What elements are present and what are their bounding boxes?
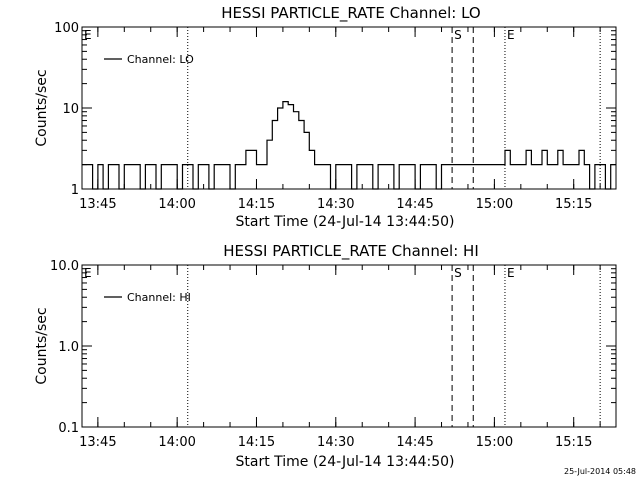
legend-label-hi: Channel: HI xyxy=(127,291,191,304)
x-tick-label-hi-1: 14:00 xyxy=(158,435,195,450)
y-tick-label-lo-2: 100 xyxy=(54,21,79,36)
event-label-hi-2: S xyxy=(454,266,462,280)
ticks-lo: 13:45 14:00 14:15 14:30 14:45 15:00 15:15 1 10 10… xyxy=(54,21,616,212)
x-axis-label-hi: Start Time (24-Jul-14 13:44:50) xyxy=(235,454,454,470)
x-tick-label-lo-4: 14:45 xyxy=(396,197,433,212)
chart-panel-hi: HESSI PARTICLE_RATE Channel: HI Counts/s… xyxy=(34,242,617,470)
event-label-lo-2: S xyxy=(454,28,462,42)
timestamp: 25-Jul-2014 05:48 xyxy=(564,467,636,476)
x-tick-label-hi-0: 13:45 xyxy=(79,435,116,450)
chart-title-lo: HESSI PARTICLE_RATE Channel: LO xyxy=(221,4,480,23)
event-label-hi-0: E xyxy=(84,266,92,280)
x-tick-label-hi-2: 14:15 xyxy=(238,435,275,450)
y-axis-label-lo: Counts/sec xyxy=(34,69,50,146)
y-tick-label-lo-1: 10 xyxy=(62,102,79,117)
chart-panel-lo: HESSI PARTICLE_RATE Channel: LO Counts/s… xyxy=(34,4,617,230)
event-label-lo-0: E xyxy=(84,28,92,42)
legend-hi: Channel: HI xyxy=(104,291,191,304)
x-tick-label-lo-3: 14:30 xyxy=(317,197,354,212)
x-tick-label-lo-6: 15:15 xyxy=(555,197,592,212)
x-tick-label-hi-4: 14:45 xyxy=(396,435,433,450)
ticks-hi: 13:45 14:00 14:15 14:30 14:45 15:00 15:15 0.1 1.… xyxy=(50,259,616,450)
x-tick-label-lo-5: 15:00 xyxy=(476,197,513,212)
legend-label-lo: Channel: LO xyxy=(127,53,194,66)
x-tick-label-lo-2: 14:15 xyxy=(238,197,275,212)
chart-title-hi: HESSI PARTICLE_RATE Channel: HI xyxy=(223,242,479,261)
y-tick-label-hi-0: 0.1 xyxy=(58,421,79,436)
svg-text:Counts/sec: Counts/sec xyxy=(34,307,50,384)
y-tick-label-hi-1: 1.0 xyxy=(58,340,79,355)
x-tick-label-lo-1: 14:00 xyxy=(158,197,195,212)
x-tick-label-hi-3: 14:30 xyxy=(317,435,354,450)
svg-text:Counts/sec: Counts/sec xyxy=(34,69,50,146)
x-tick-label-lo-0: 13:45 xyxy=(79,197,116,212)
y-tick-label-lo-0: 1 xyxy=(71,183,79,198)
y-tick-label-hi-2: 10.0 xyxy=(50,259,79,274)
x-axis-label-lo: Start Time (24-Jul-14 13:44:50) xyxy=(235,214,454,230)
event-label-lo-4: E xyxy=(507,28,515,42)
plot-frame-lo xyxy=(81,26,617,190)
legend-lo: Channel: LO xyxy=(104,53,194,66)
y-axis-label-hi: Counts/sec xyxy=(34,307,50,384)
event-label-hi-4: E xyxy=(507,266,515,280)
x-tick-label-hi-6: 15:15 xyxy=(555,435,592,450)
x-tick-label-hi-5: 15:00 xyxy=(476,435,513,450)
plot-frame-hi xyxy=(81,264,617,428)
